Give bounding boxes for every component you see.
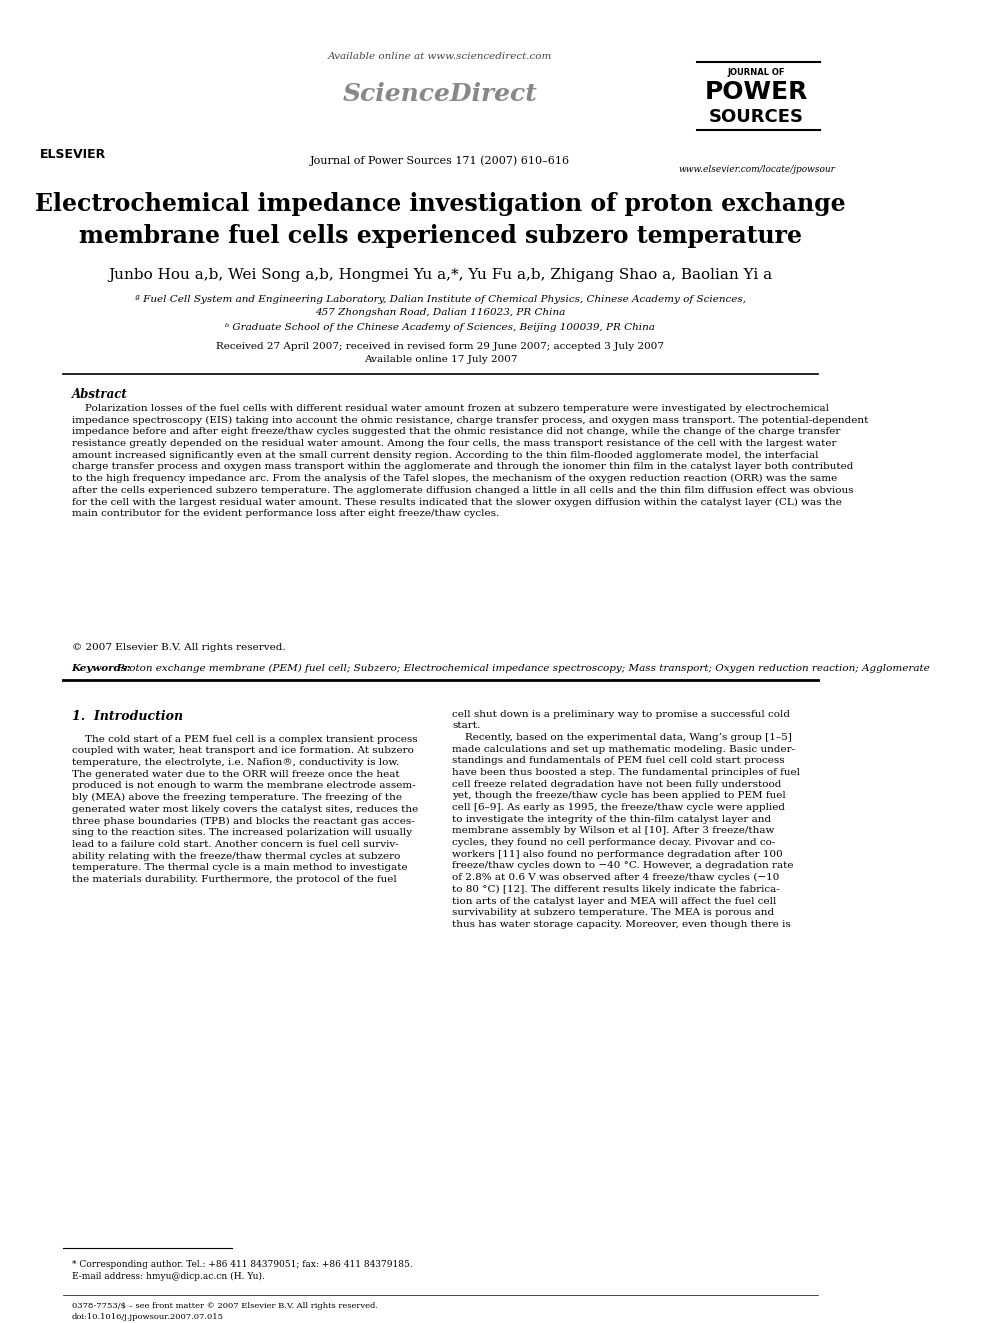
Text: Polarization losses of the fuel cells with different residual water amount froze: Polarization losses of the fuel cells wi… [71, 404, 868, 519]
Text: SOURCES: SOURCES [709, 108, 805, 126]
Text: Junbo Hou a,b, Wei Song a,b, Hongmei Yu a,*, Yu Fu a,b, Zhigang Shao a, Baolian : Junbo Hou a,b, Wei Song a,b, Hongmei Yu … [108, 269, 773, 282]
Text: ScienceDirect: ScienceDirect [343, 82, 538, 106]
Text: The cold start of a PEM fuel cell is a complex transient process
coupled with wa: The cold start of a PEM fuel cell is a c… [71, 734, 418, 884]
Text: Available online 17 July 2007: Available online 17 July 2007 [364, 355, 517, 364]
Text: Abstract: Abstract [71, 388, 127, 401]
Text: 0378-7753/$ – see front matter © 2007 Elsevier B.V. All rights reserved.: 0378-7753/$ – see front matter © 2007 El… [71, 1302, 378, 1310]
Text: www.elsevier.com/locate/jpowsour: www.elsevier.com/locate/jpowsour [679, 165, 835, 173]
Text: 457 Zhongshan Road, Dalian 116023, PR China: 457 Zhongshan Road, Dalian 116023, PR Ch… [315, 308, 565, 318]
Text: doi:10.1016/j.jpowsour.2007.07.015: doi:10.1016/j.jpowsour.2007.07.015 [71, 1312, 223, 1320]
Text: Received 27 April 2007; received in revised form 29 June 2007; accepted 3 July 2: Received 27 April 2007; received in revi… [216, 341, 665, 351]
Text: Keywords:: Keywords: [71, 664, 131, 673]
Text: * Corresponding author. Tel.: +86 411 84379051; fax: +86 411 84379185.: * Corresponding author. Tel.: +86 411 84… [71, 1259, 413, 1269]
Text: E-mail address: hmyu@dicp.ac.cn (H. Yu).: E-mail address: hmyu@dicp.ac.cn (H. Yu). [71, 1271, 265, 1281]
Text: Proton exchange membrane (PEM) fuel cell; Subzero; Electrochemical impedance spe: Proton exchange membrane (PEM) fuel cell… [114, 664, 930, 673]
Text: Electrochemical impedance investigation of proton exchange
membrane fuel cells e: Electrochemical impedance investigation … [35, 192, 845, 247]
Text: ª Fuel Cell System and Engineering Laboratory, Dalian Institute of Chemical Phys: ª Fuel Cell System and Engineering Labor… [135, 295, 746, 304]
Text: Journal of Power Sources 171 (2007) 610–616: Journal of Power Sources 171 (2007) 610–… [310, 155, 570, 165]
Text: © 2007 Elsevier B.V. All rights reserved.: © 2007 Elsevier B.V. All rights reserved… [71, 643, 286, 652]
Text: 1.  Introduction: 1. Introduction [71, 710, 183, 722]
Text: cell shut down is a preliminary way to promise a successful cold
start.
    Rece: cell shut down is a preliminary way to p… [452, 710, 801, 929]
Text: POWER: POWER [705, 79, 808, 105]
Text: JOURNAL OF: JOURNAL OF [728, 67, 786, 77]
Text: ᵇ Graduate School of the Chinese Academy of Sciences, Beijing 100039, PR China: ᵇ Graduate School of the Chinese Academy… [225, 323, 656, 332]
Text: Available online at www.sciencedirect.com: Available online at www.sciencedirect.co… [328, 52, 553, 61]
Text: ELSEVIER: ELSEVIER [41, 148, 106, 161]
